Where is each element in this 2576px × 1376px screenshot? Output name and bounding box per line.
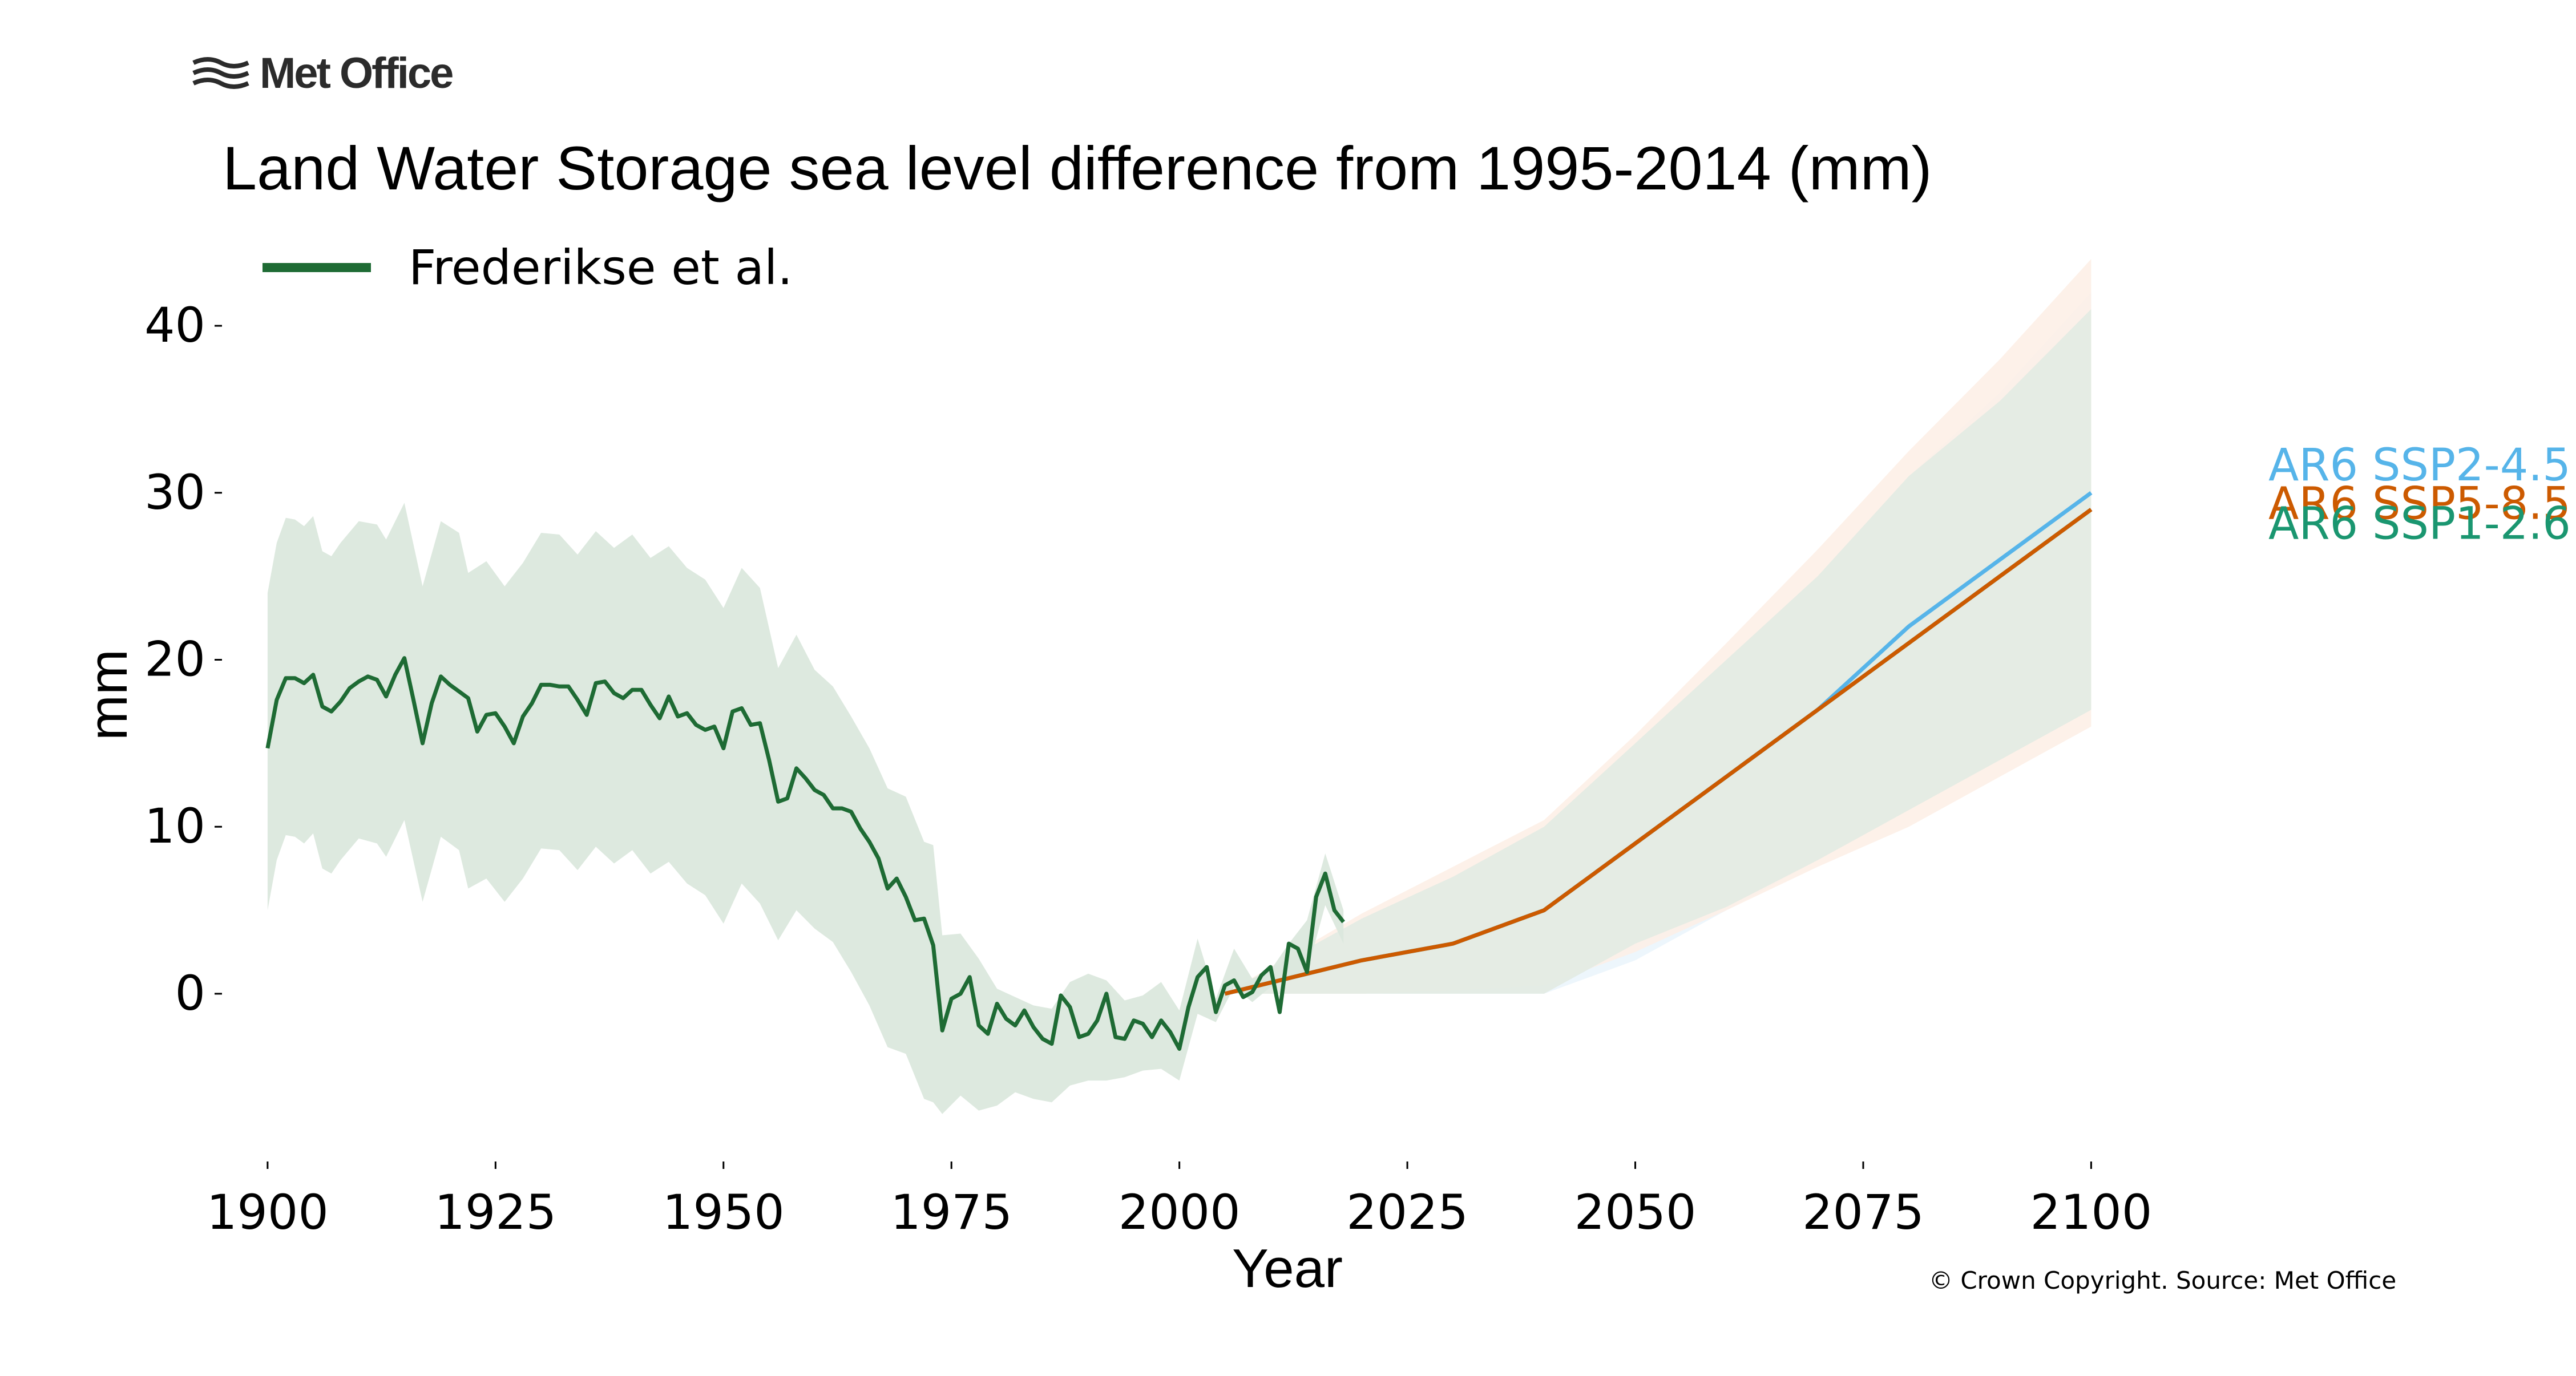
line-observed	[265, 656, 1345, 1051]
legend-swatch-observed	[263, 263, 371, 272]
end-label-ssp126: AR6 SSP1-2.6	[2268, 498, 2571, 549]
legend: Frederikse et al.	[263, 240, 793, 296]
uncertainty-bands	[267, 259, 2092, 1114]
end-label-ssp245: AR6 SSP2-4.5	[2268, 440, 2571, 491]
y-tick-label: 10	[144, 798, 205, 854]
met-office-logo: Met Office	[191, 48, 454, 98]
x-tick-label: 1900	[207, 1184, 329, 1240]
x-tick-label: 1975	[890, 1184, 1012, 1240]
y-axis-label: mm	[78, 649, 139, 740]
line-ssp585	[1224, 508, 2093, 996]
band-observed	[267, 503, 1344, 1114]
y-tick-label: 20	[144, 632, 205, 687]
x-tick-label: 2050	[1574, 1184, 1697, 1240]
x-tick-label: 1950	[663, 1184, 785, 1240]
x-tick-label: 2000	[1119, 1184, 1241, 1240]
y-tick-label: 40	[144, 297, 205, 353]
legend-label-observed: Frederikse et al.	[409, 240, 793, 296]
y-axis: 0 10 20 30 40	[144, 297, 222, 1021]
end-label-ssp585: AR6 SSP5-8.5	[2268, 478, 2571, 529]
x-tick-label: 2075	[1802, 1184, 1924, 1240]
y-tick-label: 0	[175, 965, 205, 1021]
series-lines	[265, 491, 2093, 1051]
x-tick-label: 2025	[1346, 1184, 1468, 1240]
x-tick-label: 2100	[2030, 1184, 2153, 1240]
x-axis-label: Year	[1232, 1238, 1343, 1299]
y-tick-label: 30	[144, 464, 205, 520]
x-tick-label: 1925	[434, 1184, 556, 1240]
met-office-wave-icon	[192, 57, 249, 89]
x-axis: 1900 1925 1950 1975 2000 2025 2050 2075 2100	[207, 1161, 2152, 1240]
chart-title: Land Water Storage sea level difference …	[223, 133, 1932, 203]
copyright-notice: © Crown Copyright. Source: Met Office	[1929, 1266, 2397, 1294]
band-ssp126	[1225, 309, 2092, 994]
logo-text: Met Office	[260, 48, 454, 98]
